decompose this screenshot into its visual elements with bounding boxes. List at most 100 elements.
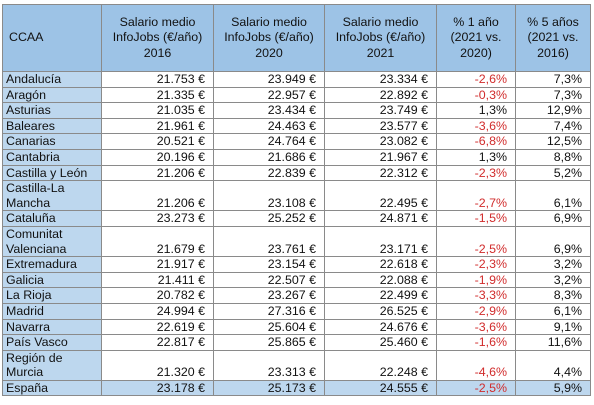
pct-1-year-cell: -2,5% (436, 379, 516, 397)
pct-1-year-cell: -4,6% (436, 349, 516, 381)
region-cell: Castilla y León (2, 164, 102, 182)
salary-2021-cell: 21.967 € (324, 148, 437, 166)
salary-2020-cell: 25.173 € (213, 379, 325, 397)
salary-2020-cell: 24.764 € (213, 133, 325, 150)
header-pct-1-year: % 1 año (2021 vs. 2020) (436, 4, 516, 72)
pct-5-years-cell: 3,2% (515, 271, 591, 289)
table-row: Canarias 20.521 €24.764 €23.082 € -6,8% 12,… (2, 133, 591, 150)
table-row: Andalucía 21.753 €23.949 €23.334 € -2,6% 7,… (2, 71, 591, 88)
pct-5-years-cell: 12,9% (515, 102, 591, 119)
salary-2016-cell: 21.753 € (101, 71, 214, 88)
salary-2016-cell: 20.782 € (101, 287, 214, 304)
pct-1-year-cell: -1,6% (436, 334, 516, 351)
table-row: Castilla-La Mancha 21.206 €23.108 €22.495 … (2, 180, 591, 212)
salary-2020-cell: 22.957 € (213, 86, 325, 104)
pct-5-years-cell: 11,6% (515, 334, 591, 351)
region-cell: Castilla-La Mancha (2, 180, 102, 212)
salary-2020-cell: 23.434 € (213, 102, 325, 119)
region-cell: Andalucía (2, 71, 102, 88)
region-cell: Asturias (2, 102, 102, 119)
salary-2016-cell: 21.679 € (101, 225, 214, 258)
pct-5-years-cell: 3,2% (515, 256, 591, 273)
table-row: Extremadura 21.917 €23.154 €22.618 € -2,3%… (2, 256, 591, 273)
salary-2016-cell: 23.178 € (101, 379, 214, 397)
table-row: Cataluña 23.273 €25.252 €24.871 € -1,5% 6,9… (2, 210, 591, 227)
pct-1-year-cell: -2,3% (436, 164, 516, 182)
table-row: Galicia 21.411 €22.507 €22.088 € -1,9% 3,2% (2, 271, 591, 289)
salary-2016-cell: 21.335 € (101, 86, 214, 104)
salary-2021-cell: 23.334 € (324, 71, 437, 88)
pct-1-year-cell: -0,3% (436, 86, 516, 104)
salary-2021-cell: 24.676 € (324, 318, 437, 336)
header-salary-2020: Salario medio InfoJobs (€/año) 2020 (213, 4, 325, 72)
pct-1-year-cell: -3,6% (436, 318, 516, 336)
pct-5-years-cell: 7,3% (515, 86, 591, 104)
salary-2021-cell: 22.248 € (324, 349, 437, 381)
salary-2016-cell: 21.961 € (101, 117, 214, 135)
pct-1-year-cell: -2,6% (436, 71, 516, 88)
table-row: Aragón 21.335 €22.957 €22.892 € -0,3% 7,3% (2, 86, 591, 104)
header-row: CCAA Salario medio InfoJobs (€/año) 2016… (2, 4, 591, 72)
region-cell: Extremadura (2, 256, 102, 273)
salary-2020-cell: 23.313 € (213, 349, 325, 381)
region-cell: Madrid (2, 302, 102, 320)
pct-1-year-cell: -6,8% (436, 133, 516, 150)
salary-2016-cell: 21.411 € (101, 271, 214, 289)
table-body: Andalucía 21.753 €23.949 €23.334 € -2,6% 7,… (2, 71, 591, 397)
pct-1-year-cell: 1,3% (436, 102, 516, 119)
salary-2020-cell: 25.865 € (213, 334, 325, 351)
salary-2020-cell: 22.507 € (213, 271, 325, 289)
salary-2021-cell: 22.312 € (324, 164, 437, 182)
salary-2016-cell: 21.035 € (101, 102, 214, 119)
salary-2021-cell: 24.871 € (324, 210, 437, 227)
salary-2021-cell: 24.555 € (324, 379, 437, 397)
pct-1-year-cell: -1,5% (436, 210, 516, 227)
salary-2020-cell: 21.686 € (213, 148, 325, 166)
region-cell: Cataluña (2, 210, 102, 227)
pct-1-year-cell: -3,3% (436, 287, 516, 304)
pct-5-years-cell: 4,4% (515, 349, 591, 381)
region-cell: La Rioja (2, 287, 102, 304)
table-row: Región de Murcia 21.320 €23.313 €22.248 € -… (2, 349, 591, 381)
salary-2021-cell: 22.892 € (324, 86, 437, 104)
salary-2016-cell: 21.206 € (101, 164, 214, 182)
salary-2020-cell: 25.604 € (213, 318, 325, 336)
total-row: España 23.178 €25.173 €24.555 € -2,5% 5,9% (2, 379, 591, 397)
pct-1-year-cell: 1,3% (436, 148, 516, 166)
region-cell: Comunitat Valenciana (2, 225, 102, 258)
pct-1-year-cell: -2,7% (436, 180, 516, 212)
salary-2016-cell: 22.817 € (101, 334, 214, 351)
salary-2020-cell: 22.839 € (213, 164, 325, 182)
salary-2021-cell: 22.499 € (324, 287, 437, 304)
salary-2020-cell: 23.154 € (213, 256, 325, 273)
pct-1-year-cell: -3,6% (436, 117, 516, 135)
table-row: Asturias 21.035 €23.434 €23.749 €1,3% 12,9… (2, 102, 591, 119)
pct-1-year-cell: -1,9% (436, 271, 516, 289)
salary-2020-cell: 24.463 € (213, 117, 325, 135)
pct-5-years-cell: 8,8% (515, 148, 591, 166)
header-salary-2016: Salario medio InfoJobs (€/año) 2016 (101, 4, 214, 72)
pct-5-years-cell: 5,9% (515, 379, 591, 397)
pct-5-years-cell: 6,9% (515, 225, 591, 258)
salary-2021-cell: 23.082 € (324, 133, 437, 150)
salary-2020-cell: 27.316 € (213, 302, 325, 320)
salary-2020-cell: 23.761 € (213, 225, 325, 258)
pct-5-years-cell: 9,1% (515, 318, 591, 336)
table-row: Comunitat Valenciana 21.679 €23.761 €23.17… (2, 225, 591, 258)
region-cell: Baleares (2, 117, 102, 135)
pct-5-years-cell: 8,3% (515, 287, 591, 304)
table-row: Castilla y León 21.206 €22.839 €22.312 € -… (2, 164, 591, 182)
salary-2016-cell: 24.994 € (101, 302, 214, 320)
salary-2016-cell: 22.619 € (101, 318, 214, 336)
salary-2021-cell: 23.577 € (324, 117, 437, 135)
pct-1-year-cell: -2,3% (436, 256, 516, 273)
region-cell: Canarias (2, 133, 102, 150)
salary-2016-cell: 20.521 € (101, 133, 214, 150)
table-row: Baleares 21.961 €24.463 €23.577 € -3,6% 7,4… (2, 117, 591, 135)
salary-2016-cell: 21.917 € (101, 256, 214, 273)
pct-5-years-cell: 6,1% (515, 302, 591, 320)
pct-5-years-cell: 5,2% (515, 164, 591, 182)
salary-2020-cell: 23.949 € (213, 71, 325, 88)
table-row: La Rioja 20.782 €23.267 €22.499 € -3,3% 8,3… (2, 287, 591, 304)
salary-2016-cell: 20.196 € (101, 148, 214, 166)
